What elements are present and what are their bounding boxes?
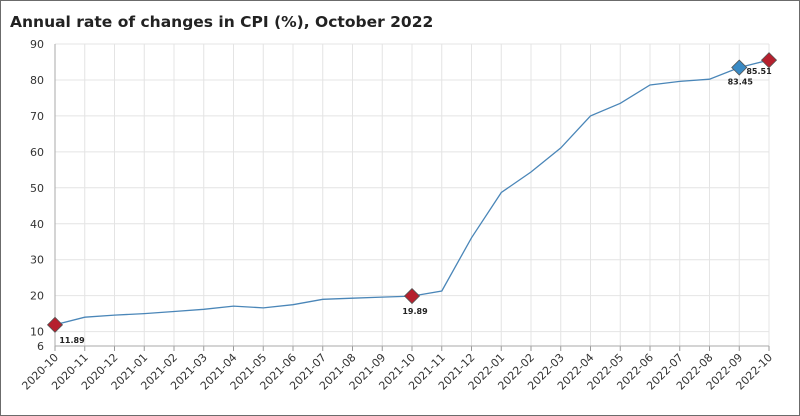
data-point <box>351 296 355 300</box>
y-tick-label: 10 <box>30 326 44 339</box>
data-point <box>440 289 444 293</box>
chart-title: Annual rate of changes in CPI (%), Octob… <box>10 13 434 31</box>
data-label: 83.45 <box>728 78 754 87</box>
data-point <box>708 77 712 81</box>
data-point <box>321 297 325 301</box>
data-point <box>559 146 563 150</box>
data-point <box>618 101 622 105</box>
data-point <box>589 114 593 118</box>
data-point <box>499 190 503 194</box>
data-point <box>529 170 533 174</box>
y-tick-label: 30 <box>30 254 44 267</box>
grid <box>54 43 770 347</box>
data-point <box>380 295 384 299</box>
data-point <box>83 315 87 319</box>
y-axis: 610 20 30 40 50 60 70 80 90 <box>30 38 56 353</box>
y-tick-label: 6 <box>37 340 44 353</box>
data-point <box>291 303 295 307</box>
y-tick-label: 20 <box>30 290 44 303</box>
highlight-marker <box>760 52 778 69</box>
data-point <box>172 309 176 313</box>
x-axis: 2020-102020-112020-122021-012021-022021-… <box>19 345 775 393</box>
y-tick-label: 50 <box>30 182 44 195</box>
highlight-marker <box>403 287 421 305</box>
y-tick-label: 40 <box>30 218 44 231</box>
y-tick-label: 90 <box>30 38 44 51</box>
data-point <box>202 307 206 311</box>
data-label: 19.89 <box>402 307 428 316</box>
highlight-marker <box>731 59 748 76</box>
data-point <box>678 79 682 83</box>
y-tick-label: 70 <box>30 110 44 123</box>
highlight-marker <box>46 316 64 333</box>
y-tick-label: 60 <box>30 146 44 159</box>
markers: 11.89 19.89 83.45 85.51 <box>46 52 778 345</box>
data-point <box>261 306 265 310</box>
data-point <box>142 312 146 316</box>
data-point <box>648 83 652 87</box>
data-label: 85.51 <box>746 67 772 76</box>
y-tick-label: 80 <box>30 74 44 87</box>
data-point <box>470 236 474 240</box>
data-point <box>113 313 117 317</box>
data-point <box>232 304 236 308</box>
data-label: 11.89 <box>59 336 85 345</box>
